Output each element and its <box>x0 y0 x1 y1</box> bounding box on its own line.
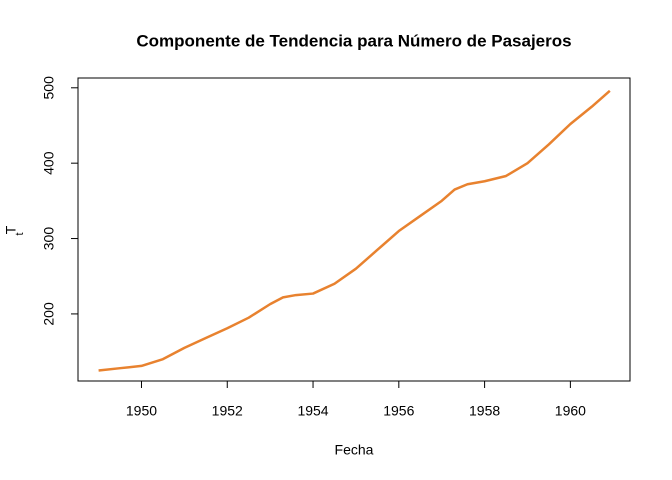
x-tick-label: 1960 <box>555 403 586 419</box>
x-tick-label: 1954 <box>297 403 328 419</box>
x-tick-label: 1956 <box>383 403 414 419</box>
x-tick-label: 1950 <box>126 403 157 419</box>
y-axis-label-group: T t <box>3 225 26 235</box>
x-tick-label: 1958 <box>469 403 500 419</box>
y-axis-label: T <box>3 225 19 234</box>
y-tick-label: 300 <box>41 227 57 251</box>
plot-box <box>77 77 631 382</box>
x-axis-label: Fecha <box>335 442 374 458</box>
trend-line <box>98 89 611 372</box>
x-tick-label: 1952 <box>212 403 243 419</box>
y-axis-label-subscript: t <box>14 232 26 235</box>
y-tick-label: 200 <box>41 302 57 326</box>
y-tick-label: 500 <box>41 76 57 100</box>
y-tick-label: 400 <box>41 151 57 175</box>
chart-title: Componente de Tendencia para Número de P… <box>136 31 571 50</box>
